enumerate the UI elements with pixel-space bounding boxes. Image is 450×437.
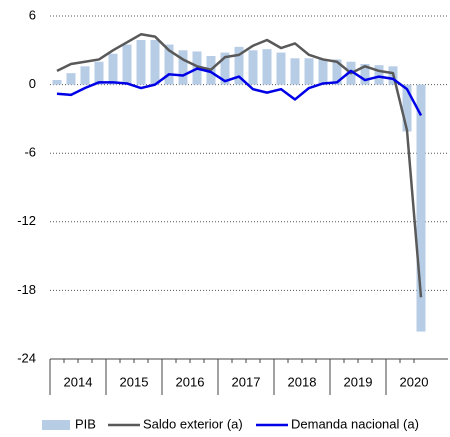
- bar: [122, 44, 132, 85]
- x-tick-label: 2019: [344, 374, 373, 389]
- bar: [276, 52, 286, 85]
- bar: [66, 73, 76, 85]
- bar: [318, 59, 328, 85]
- bar: [94, 61, 104, 85]
- bar: [290, 58, 300, 85]
- bar: [178, 50, 188, 85]
- line: [56, 67, 423, 117]
- legend-label: PIB: [75, 416, 96, 431]
- legend-label: Saldo exterior (a): [143, 416, 243, 431]
- y-tick-label: -6: [24, 145, 36, 160]
- bar: [150, 40, 160, 85]
- x-tick-label: 2017: [232, 374, 261, 389]
- bar: [52, 80, 62, 85]
- bar: [248, 50, 258, 85]
- y-tick-label: 0: [29, 76, 36, 91]
- bar: [402, 84, 412, 132]
- x-tick-label: 2014: [64, 374, 93, 389]
- bar: [332, 59, 342, 85]
- bar: [304, 58, 314, 85]
- y-tick-label: -12: [17, 213, 36, 228]
- y-tick-label: -24: [17, 350, 36, 365]
- legend-swatch: [42, 420, 70, 430]
- line: [56, 33, 423, 298]
- bar: [374, 65, 384, 85]
- bar: [416, 84, 426, 332]
- bar: [80, 66, 90, 85]
- bar: [234, 46, 244, 85]
- bar: [108, 53, 118, 85]
- bar: [262, 49, 272, 85]
- legend-label: Demanda nacional (a): [291, 416, 419, 431]
- x-tick-label: 2020: [400, 374, 429, 389]
- bar: [360, 64, 370, 85]
- y-tick-label: -18: [17, 282, 36, 297]
- x-tick-label: 2015: [120, 374, 149, 389]
- bar: [220, 52, 230, 85]
- x-tick-label: 2016: [176, 374, 205, 389]
- x-tick-label: 2018: [288, 374, 317, 389]
- bar: [164, 44, 174, 85]
- bar: [136, 40, 146, 85]
- y-tick-label: 6: [29, 7, 36, 22]
